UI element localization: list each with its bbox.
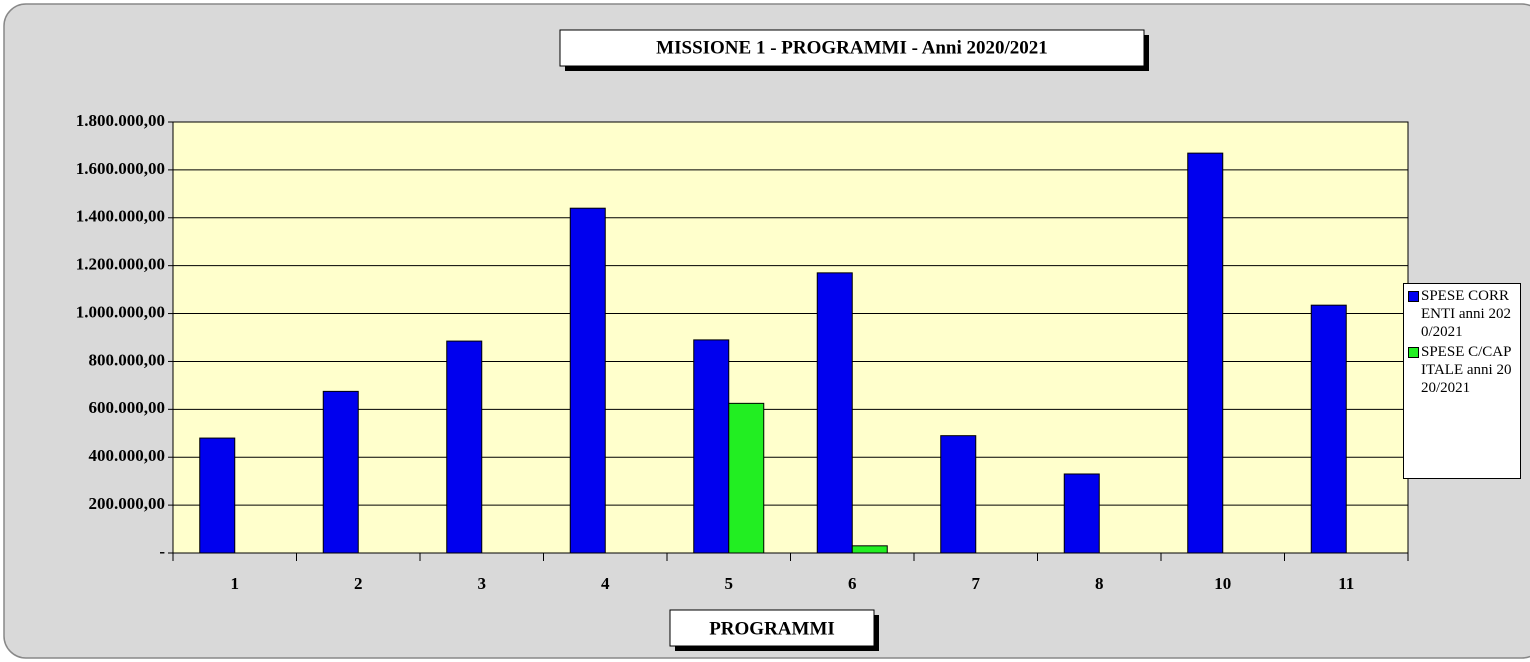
bar [940,435,977,554]
legend-swatch [1408,347,1419,358]
bar [728,402,765,554]
x-tick-label: 4 [601,574,610,593]
y-tick-label: - [159,542,165,561]
x-axis-label: PROGRAMMI [709,618,835,639]
title-box [559,29,1145,67]
bar [851,545,888,554]
y-tick-label: 1.800.000,00 [76,111,165,130]
bar [816,272,853,554]
y-tick-label: 400.000,00 [89,446,166,465]
y-tick-label: 200.000,00 [89,494,166,513]
y-tick-label: 800.000,00 [89,350,166,369]
x-tick-label: 6 [848,574,857,593]
legend-item: SPESE C/CAPITALE anni 2020/2021 [1408,343,1516,397]
x-tick-label: 11 [1338,574,1354,593]
bar [322,390,359,554]
bar [569,207,606,554]
x-tick-label: 5 [725,574,734,593]
bar [1310,304,1347,554]
bar [199,437,236,554]
legend: SPESE CORRENTI anni 2020/2021 SPESE C/CAP… [1403,283,1521,479]
x-tick-label: 1 [231,574,240,593]
x-tick-label: 3 [478,574,487,593]
bar [693,339,730,554]
bar [1063,473,1100,554]
chart-title: MISSIONE 1 - PROGRAMMI - Anni 2020/2021 [656,37,1048,58]
legend-swatch [1408,291,1419,302]
bar [1187,152,1224,554]
y-tick-label: 1.600.000,00 [76,159,165,178]
x-tick-label: 7 [972,574,981,593]
legend-item: SPESE CORRENTI anni 2020/2021 [1408,287,1516,341]
legend-label: SPESE C/CAPITALE anni 2020/2021 [1421,344,1512,396]
y-tick-label: 600.000,00 [89,398,166,417]
x-tick-label: 2 [354,574,363,593]
legend-label: SPESE CORRENTI anni 2020/2021 [1421,288,1511,340]
y-tick-label: 1.000.000,00 [76,302,165,321]
bar [446,340,483,554]
y-tick-label: 1.200.000,00 [76,255,165,274]
x-label-box [669,609,875,647]
y-tick-label: 1.400.000,00 [76,207,165,226]
x-tick-label: 8 [1095,574,1104,593]
x-tick-label: 10 [1214,574,1231,593]
